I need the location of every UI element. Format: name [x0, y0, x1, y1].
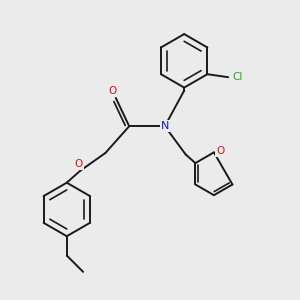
Text: N: N: [161, 121, 169, 131]
Text: O: O: [74, 159, 83, 169]
Text: O: O: [109, 86, 117, 96]
Text: O: O: [216, 146, 225, 156]
Text: Cl: Cl: [232, 72, 243, 82]
